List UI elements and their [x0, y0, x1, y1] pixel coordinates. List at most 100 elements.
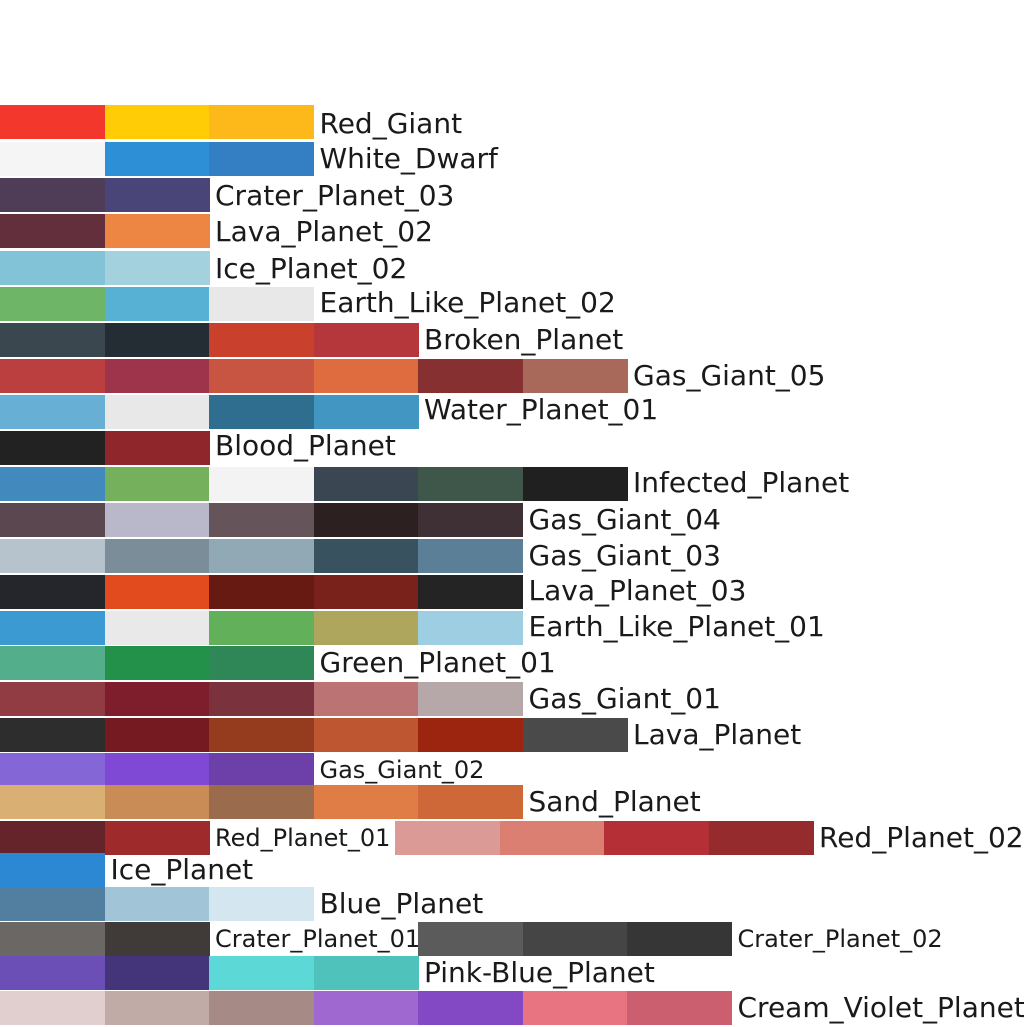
palette-row: Gas_Giant_02	[0, 753, 1024, 789]
color-swatch	[209, 395, 314, 429]
color-swatch	[627, 922, 732, 956]
palette-name: Gas_Giant_03	[529, 539, 721, 573]
color-swatch	[0, 105, 105, 139]
color-swatch	[0, 646, 105, 680]
color-swatch	[105, 991, 210, 1025]
color-swatch	[105, 785, 210, 819]
palette-name: Cream_Violet_Planet	[738, 991, 1024, 1025]
color-swatch	[105, 287, 210, 321]
color-swatch	[0, 431, 105, 465]
palette-row: Earth_Like_Planet_02	[0, 287, 1024, 323]
color-swatch	[209, 467, 314, 501]
palette-row: Gas_Giant_05	[0, 359, 1024, 395]
palette-name: Lava_Planet_02	[215, 215, 433, 249]
color-swatch	[209, 575, 314, 609]
color-swatch	[314, 503, 419, 537]
palette-name: Lava_Planet_03	[529, 574, 747, 608]
palette-name: Gas_Giant_01	[529, 682, 721, 716]
color-swatch	[604, 821, 709, 855]
color-swatch	[209, 323, 314, 357]
palette-name: Red_Planet_02	[819, 821, 1024, 855]
palette-name: Blue_Planet	[320, 887, 484, 921]
palette-name: Gas_Giant_05	[633, 359, 825, 393]
color-swatch	[209, 753, 314, 787]
palette-name: Red_Giant	[320, 107, 463, 141]
color-swatch	[418, 503, 523, 537]
color-swatch	[105, 887, 210, 921]
color-swatch	[105, 611, 210, 645]
color-swatch	[0, 467, 105, 501]
color-swatch	[314, 611, 419, 645]
color-swatch	[105, 503, 210, 537]
color-swatch	[105, 821, 210, 855]
color-swatch	[314, 395, 419, 429]
color-swatch	[523, 467, 628, 501]
color-swatch	[105, 467, 210, 501]
color-swatch	[314, 575, 419, 609]
color-swatch	[105, 539, 210, 573]
color-swatch	[314, 359, 419, 393]
color-swatch	[0, 956, 105, 990]
color-swatch	[523, 718, 628, 752]
color-swatch	[0, 575, 105, 609]
palette-row: Water_Planet_01	[0, 395, 1024, 431]
color-swatch	[314, 785, 419, 819]
color-swatch	[209, 682, 314, 716]
palette-name: Infected_Planet	[633, 466, 849, 500]
palette-row: Earth_Like_Planet_01	[0, 611, 1024, 647]
palette-name: Lava_Planet	[633, 718, 801, 752]
color-swatch	[0, 682, 105, 716]
palette-name: Pink-Blue_Planet	[424, 956, 655, 990]
palette-name: Sand_Planet	[529, 785, 701, 819]
color-swatch	[500, 821, 605, 855]
palette-name: Ice_Planet_02	[215, 252, 407, 286]
palette-name: Water_Planet_01	[424, 393, 658, 427]
color-swatch	[418, 611, 523, 645]
color-swatch	[105, 178, 210, 212]
palette-name: Green_Planet_01	[320, 646, 556, 680]
color-swatch	[418, 539, 523, 573]
color-swatch	[209, 287, 314, 321]
color-swatch	[209, 359, 314, 393]
color-swatch	[209, 646, 314, 680]
color-swatch	[105, 682, 210, 716]
color-swatch	[105, 922, 210, 956]
palette-name: Earth_Like_Planet_02	[320, 286, 616, 320]
color-swatch	[0, 853, 105, 887]
color-swatch	[105, 646, 210, 680]
color-swatch	[209, 887, 314, 921]
color-swatch	[0, 539, 105, 573]
color-swatch	[105, 105, 210, 139]
color-swatch	[105, 214, 210, 248]
palette-row: Ice_Planet	[0, 853, 1024, 889]
color-swatch	[0, 214, 105, 248]
color-swatch	[0, 395, 105, 429]
palette-name: Earth_Like_Planet_01	[529, 610, 825, 644]
palette-row: Infected_Planet	[0, 467, 1024, 503]
palette-name: Red_Planet_01	[215, 821, 390, 855]
color-swatch	[0, 287, 105, 321]
color-swatch	[418, 575, 523, 609]
palette-row: Blood_Planet	[0, 431, 1024, 467]
color-swatch	[209, 105, 314, 139]
color-swatch	[105, 718, 210, 752]
color-swatch	[418, 922, 523, 956]
color-swatch	[314, 682, 419, 716]
color-swatch	[0, 887, 105, 921]
color-swatch	[418, 991, 523, 1025]
color-swatch	[395, 821, 500, 855]
color-swatch	[523, 922, 628, 956]
color-swatch	[0, 503, 105, 537]
color-swatch	[0, 753, 105, 787]
color-swatch	[105, 431, 210, 465]
color-swatch	[105, 753, 210, 787]
color-swatch	[105, 359, 210, 393]
palette-row: Broken_Planet	[0, 323, 1024, 359]
color-swatch	[0, 611, 105, 645]
color-swatch	[0, 991, 105, 1025]
color-swatch	[209, 503, 314, 537]
palette-row: Pink-Blue_Planet	[0, 956, 1024, 992]
color-swatch	[314, 323, 419, 357]
